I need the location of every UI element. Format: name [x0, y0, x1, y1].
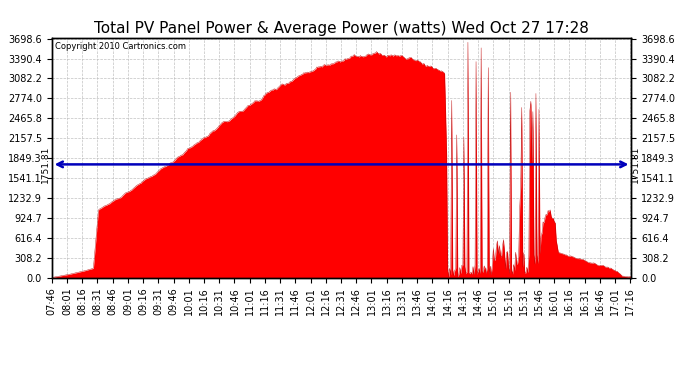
Title: Total PV Panel Power & Average Power (watts) Wed Oct 27 17:28: Total PV Panel Power & Average Power (wa… — [94, 21, 589, 36]
Text: 1751.81: 1751.81 — [631, 146, 640, 183]
Text: Copyright 2010 Cartronics.com: Copyright 2010 Cartronics.com — [55, 42, 186, 51]
Text: 1751.81: 1751.81 — [41, 146, 50, 183]
